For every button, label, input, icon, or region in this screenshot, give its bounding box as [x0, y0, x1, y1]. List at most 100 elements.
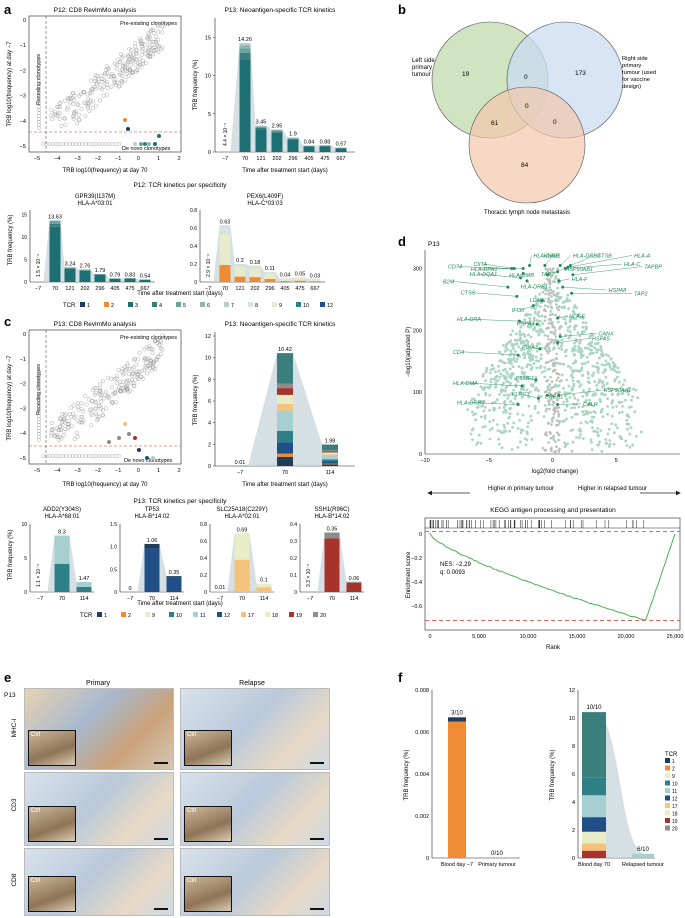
- volcano-xtick: −5: [486, 458, 492, 464]
- volcano-point: [565, 297, 569, 300]
- volcano-ns-point: [555, 358, 558, 361]
- volcano-point: [590, 332, 593, 336]
- scatter-point: [111, 73, 116, 78]
- e-inset: Ctrl: [28, 876, 76, 912]
- scatter-point: [97, 142, 101, 146]
- volcano-point: [494, 381, 498, 385]
- volcano-point: [534, 376, 538, 379]
- volcano-point: [536, 299, 540, 302]
- volcano-point: [542, 415, 546, 418]
- volcano-ns-point: [558, 325, 562, 329]
- volcano-point: [506, 348, 510, 351]
- volcano-point: [584, 399, 588, 402]
- volcano-ns-point: [547, 298, 551, 301]
- legend-c-title: TCR: [80, 613, 93, 619]
- volcano-point: [529, 335, 533, 339]
- legend-swatch: [289, 612, 294, 617]
- scatter-ytick: −1: [20, 357, 26, 363]
- scatter-point: [110, 454, 115, 458]
- scatter-point: [114, 400, 119, 405]
- scatter-point: [104, 82, 109, 87]
- q-value: q: 0.0093: [440, 570, 466, 576]
- legend-label: 17: [672, 804, 678, 810]
- scatter-point: [103, 454, 108, 458]
- volcano-point: [571, 388, 574, 392]
- gene-label: CD4: [453, 350, 464, 356]
- volcano-point: [585, 355, 589, 359]
- gene-leader-line: [557, 338, 591, 343]
- volcano-point: [508, 415, 511, 419]
- scatter-point: [93, 76, 98, 81]
- legend-label: 10: [176, 613, 182, 619]
- f-left-count-1: 0/10: [491, 851, 503, 857]
- xtick-label: 121: [235, 286, 244, 292]
- legend-label: 8: [255, 303, 258, 309]
- spec-bar-segment: [324, 532, 340, 539]
- ytick-label: 0: [208, 464, 211, 470]
- volcano-xtick: 5: [615, 458, 618, 464]
- gene-point: [545, 273, 549, 277]
- scatter-point: [105, 85, 110, 90]
- scatter-point: [79, 107, 84, 112]
- volcano-point: [532, 362, 536, 366]
- volcano-point: [590, 374, 594, 377]
- volcano-point: [584, 321, 588, 324]
- volcano-point: [613, 363, 617, 367]
- volcano-ns-point: [557, 452, 561, 455]
- scatter-point: [74, 142, 78, 146]
- scatter-point: [149, 346, 154, 351]
- volcano-point: [481, 404, 485, 408]
- scatter-point: [37, 390, 41, 394]
- volcano-point: [565, 404, 569, 408]
- gene-point: [570, 291, 574, 295]
- scatter-point: [51, 142, 55, 146]
- ytick-label: 10: [205, 356, 211, 362]
- volcano-point: [551, 403, 554, 407]
- scatter-point: [140, 44, 145, 49]
- scatter-point: [37, 411, 41, 415]
- volcano-point: [571, 440, 575, 444]
- volcano-ns-point: [548, 407, 551, 411]
- legend-label: 17: [248, 613, 254, 619]
- gene-leader-line: [560, 255, 572, 266]
- volcano-point: [509, 349, 513, 353]
- scatter-point: [155, 23, 160, 28]
- scatter-point: [72, 437, 77, 442]
- scatter-point: [100, 454, 105, 458]
- scatter-point: [146, 364, 151, 369]
- scatter-a-ylabel: TRB log10(frequency) at day −7: [7, 41, 13, 127]
- scatter-point: [129, 380, 134, 385]
- spec-c-title: P13: TCR kinetics per specificity: [133, 498, 227, 505]
- scatter-point: [154, 39, 159, 44]
- volcano-point: [563, 317, 567, 321]
- volcano-ns-point: [547, 403, 551, 407]
- scatter-point: [37, 57, 41, 61]
- kinetics-bar-segment: [322, 452, 338, 455]
- legend-swatch: [665, 765, 670, 771]
- spec-bar-segment: [79, 270, 91, 271]
- scatter-point: [77, 142, 82, 146]
- scatter-point: [108, 74, 113, 79]
- scatter-c-ylabel: TRB log10(frequency) at day −7: [7, 355, 13, 441]
- volcano-point: [538, 324, 541, 327]
- volcano-point: [528, 348, 532, 352]
- small-value-label: 3.3 × 10⁻⁴: [306, 564, 312, 587]
- volcano-point: [529, 357, 533, 360]
- volcano-point: [498, 375, 502, 379]
- volcano-point: [592, 410, 596, 413]
- scatter-highlight-point: [133, 436, 137, 440]
- gene-leader-line: [544, 255, 554, 266]
- volcano-point: [504, 403, 507, 407]
- volcano-point: [498, 406, 501, 409]
- e-img-primary-cd3: Ctrl: [24, 772, 174, 846]
- xtick-label: −7: [205, 286, 211, 292]
- kinetics-bar-segment: [322, 463, 338, 465]
- volcano-point: [524, 443, 528, 447]
- kinetics-bar-segment: [277, 394, 293, 404]
- volcano-point: [530, 342, 534, 346]
- volcano-point: [581, 316, 585, 320]
- scatter-point: [37, 405, 41, 409]
- ytick-label: 0.2: [200, 573, 207, 579]
- volcano-ytick: 0: [419, 452, 422, 458]
- scatter-point: [160, 347, 165, 352]
